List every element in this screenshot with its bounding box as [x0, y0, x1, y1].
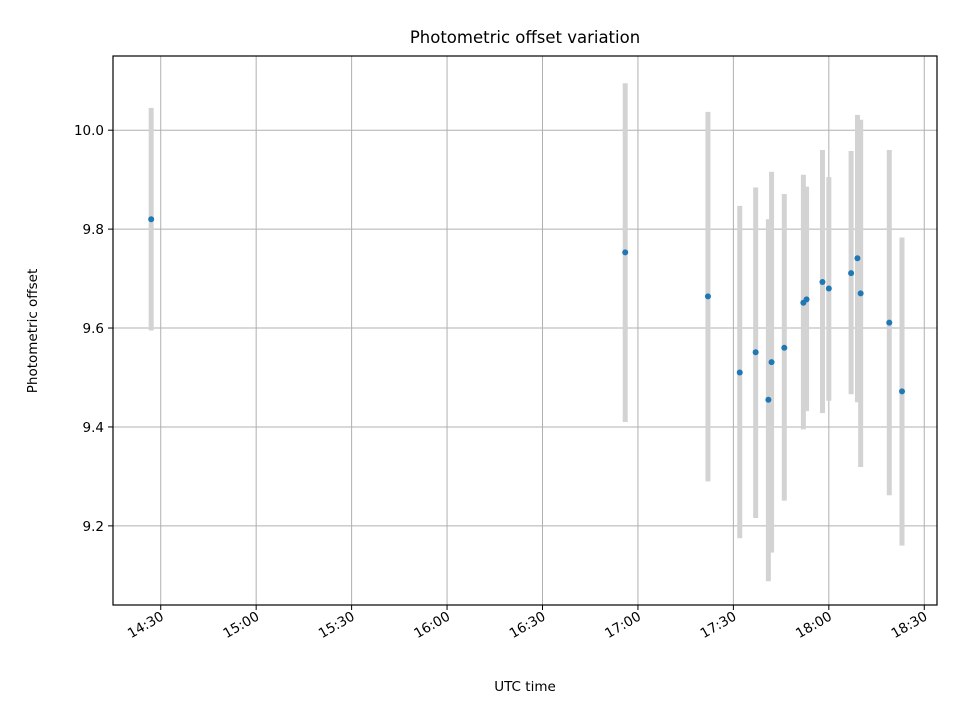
y-tick-label: 9.8 [83, 222, 104, 238]
chart-title: Photometric offset variation [410, 28, 640, 47]
data-point [148, 216, 155, 223]
data-points [148, 216, 906, 403]
data-point [825, 285, 832, 292]
data-point [857, 290, 864, 297]
data-point [886, 319, 893, 326]
data-point [704, 293, 711, 300]
data-point [899, 388, 906, 395]
y-tick-label: 9.4 [83, 420, 104, 436]
data-point [765, 396, 772, 403]
data-point [819, 279, 826, 286]
y-axis-label: Photometric offset [25, 269, 41, 393]
data-point [848, 270, 855, 277]
data-point [752, 349, 759, 356]
data-point [803, 296, 810, 303]
data-point [622, 249, 629, 256]
y-tick-label: 10.0 [74, 123, 104, 139]
y-tick-label: 9.6 [83, 321, 104, 337]
grid-lines [113, 56, 937, 605]
plot-frame [112, 55, 938, 606]
data-point [736, 369, 743, 376]
data-point [768, 359, 775, 366]
data-point [854, 255, 861, 262]
x-axis-label: UTC time [494, 679, 556, 695]
y-tick-label: 9.2 [83, 519, 104, 535]
data-point [781, 344, 788, 351]
